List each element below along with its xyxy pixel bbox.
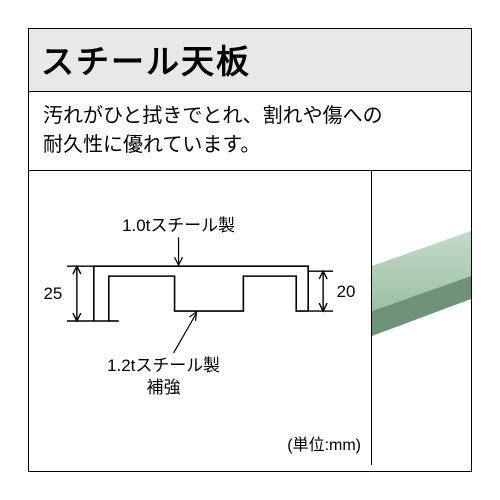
label-bottom-material: 1.2tスチール製 xyxy=(107,356,220,375)
label-top: 1.0tスチール製 xyxy=(122,216,235,235)
dim-left: 25 xyxy=(44,284,63,303)
product-spec-card: スチール天板 汚れがひと拭きでとれ、割れや傷への 耐久性に優れています。 25 xyxy=(28,28,472,472)
description-line-1: 汚れがひと拭きでとれ、割れや傷への xyxy=(43,105,383,127)
product-photo xyxy=(372,171,471,465)
cross-section-diagram: 25 1.0tスチール製 xyxy=(29,171,372,465)
label-bottom-role: 補強 xyxy=(147,378,181,397)
dim-right: 20 xyxy=(337,282,356,301)
title-bar: スチール天板 xyxy=(29,29,471,92)
lower-row: 25 1.0tスチール製 xyxy=(29,171,471,465)
description: 汚れがひと拭きでとれ、割れや傷への 耐久性に優れています。 xyxy=(29,92,471,171)
title: スチール天板 xyxy=(41,35,459,83)
description-line-2: 耐久性に優れています。 xyxy=(43,134,260,156)
unit-note: (単位:mm) xyxy=(287,431,361,455)
